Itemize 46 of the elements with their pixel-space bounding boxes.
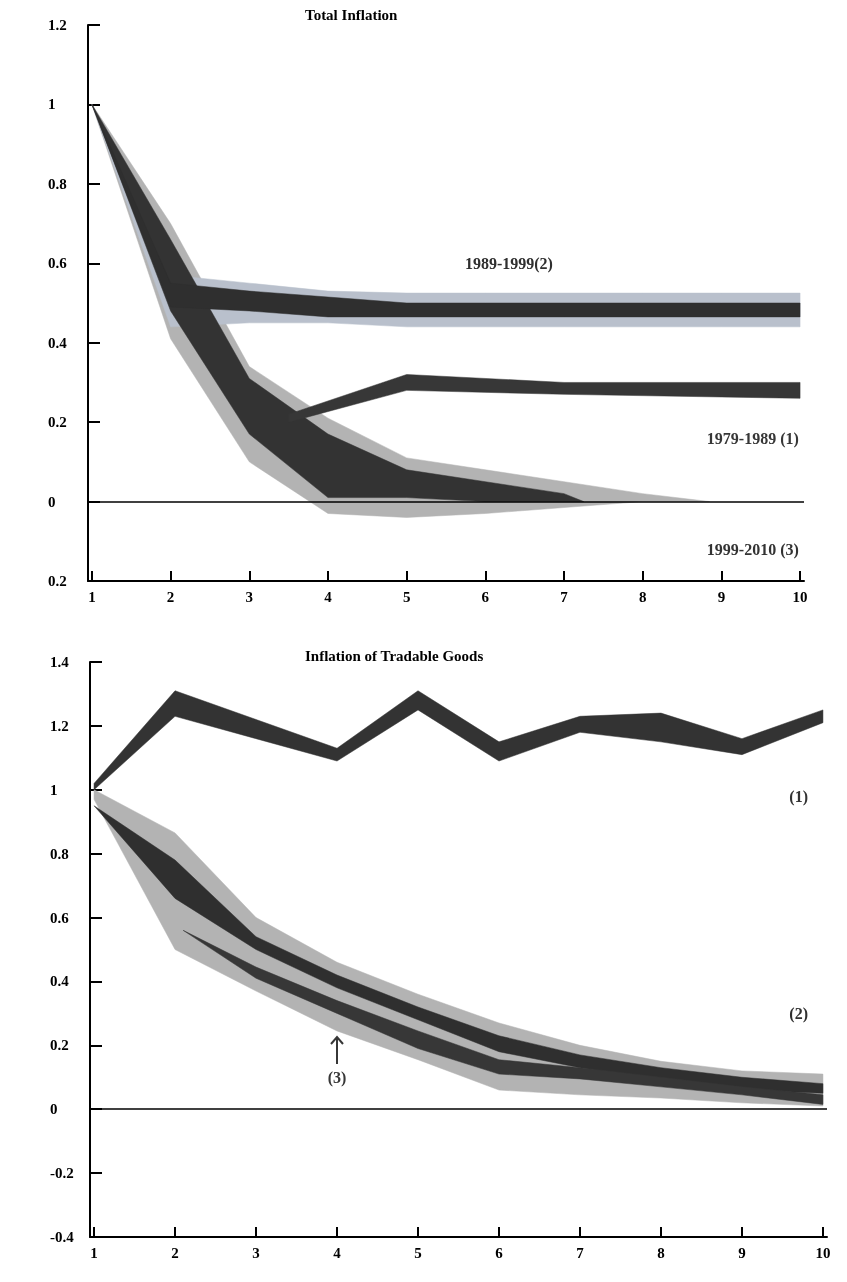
y-tick-label: 1.2 [50, 717, 69, 734]
y-tick-label: -0.2 [50, 1165, 74, 1182]
y-tick-label: 0.8 [50, 845, 69, 862]
legend-label: 1989-1999(2) [464, 254, 553, 273]
x-tick-label: 4 [324, 588, 333, 605]
x-tick-label: 3 [245, 588, 254, 605]
x-tick-label: 5 [402, 588, 411, 605]
y-tick-label: 0.2 [48, 573, 67, 589]
legend-label: 1979-1989 (1) [706, 429, 799, 448]
y-tick-label: 0 [48, 493, 56, 510]
x-tick-label: 5 [414, 1244, 422, 1261]
y-tick-label: 0.6 [48, 255, 68, 272]
x-tick-label: 4 [333, 1244, 342, 1261]
y-tick-label: 0.2 [48, 414, 67, 431]
x-tick-label: 2 [166, 588, 175, 605]
x-tick-label: 6 [481, 588, 490, 605]
legend-label: (2) [789, 1004, 808, 1023]
y-tick-label: 0.2 [50, 1037, 69, 1054]
y-tick-label: -0.4 [50, 1229, 75, 1245]
y-tick-label: 0 [50, 1101, 58, 1118]
y-tick-label: 0.6 [50, 909, 70, 926]
x-tick-label: 8 [638, 588, 647, 605]
x-tick-label: 2 [171, 1244, 179, 1261]
y-tick-label: 0.4 [48, 334, 68, 351]
y-tick-label: 1 [50, 781, 58, 798]
legend-label: (1) [789, 787, 808, 806]
legend-label: 1999-2010 (3) [706, 540, 799, 559]
y-tick-label: 0.8 [48, 175, 67, 192]
x-tick-label: 7 [560, 588, 569, 605]
y-tick-label: 1 [48, 96, 56, 113]
x-tick-label: 7 [576, 1244, 585, 1261]
x-tick-label: 3 [252, 1244, 260, 1261]
x-tick-label: 9 [738, 1244, 746, 1261]
x-tick-label: 1 [90, 1244, 98, 1261]
x-tick-label: 8 [657, 1244, 665, 1261]
x-tick-label: 1 [88, 588, 96, 605]
y-tick-label: 1.2 [48, 17, 67, 33]
chart-title: Inflation of Tradable Goods [305, 647, 484, 664]
x-tick-label: 10 [792, 588, 808, 605]
chart-title: Total Inflation [305, 6, 399, 23]
y-tick-label: 1.4 [50, 654, 70, 670]
x-tick-label: 6 [495, 1244, 504, 1261]
x-tick-label: 9 [717, 588, 726, 605]
y-tick-label: 0.4 [50, 973, 70, 990]
legend-label: (3) [327, 1068, 347, 1087]
x-tick-label: 10 [815, 1244, 831, 1261]
